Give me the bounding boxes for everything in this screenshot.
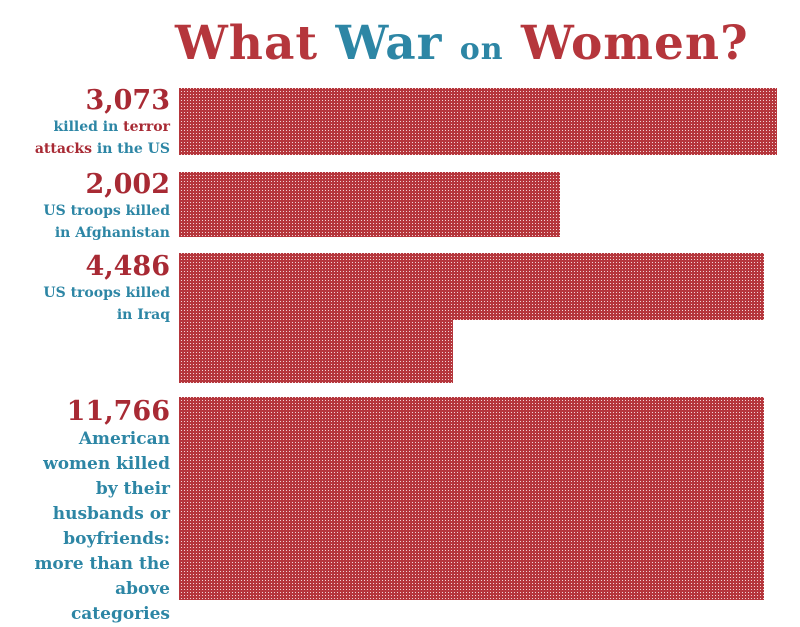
desc-text-highlight: attacks xyxy=(34,141,92,157)
desc-text: boyfriends: xyxy=(63,529,170,549)
value-label: 4,486 xyxy=(85,251,170,282)
desc-text: US troops killed xyxy=(43,203,170,219)
desc-text-highlight: terror xyxy=(123,119,170,135)
label-terror-attacks: 3,073 killed in terror attacks in the US xyxy=(0,86,170,160)
desc-text: in the US xyxy=(96,141,170,157)
pictogram-bar-chart xyxy=(179,88,777,600)
bar-3-remainder xyxy=(179,320,453,383)
desc-text: husbands or xyxy=(52,504,170,524)
title-women: Women? xyxy=(521,16,749,71)
desc-text: American xyxy=(78,429,170,449)
desc-text: categories xyxy=(70,604,170,624)
bar-2 xyxy=(179,172,560,237)
desc-text: in Iraq xyxy=(116,307,170,323)
label-iraq: 4,486 US troops killed in Iraq xyxy=(0,252,170,326)
title-war: War xyxy=(335,16,443,71)
title-what: What xyxy=(175,16,319,71)
label-women-killed: 11,766 American women killed by their hu… xyxy=(0,397,170,627)
bar-1 xyxy=(179,88,777,155)
desc-text: by their xyxy=(95,479,170,499)
value-label: 2,002 xyxy=(85,169,170,200)
title-on: on xyxy=(459,32,504,67)
desc-text: in Afghanistan xyxy=(54,225,170,241)
value-label: 3,073 xyxy=(85,85,170,116)
bar-3 xyxy=(179,253,764,320)
value-label: 11,766 xyxy=(66,396,170,427)
desc-text: killed in xyxy=(53,119,119,135)
desc-text: US troops killed xyxy=(43,285,170,301)
bar-4 xyxy=(179,397,764,600)
desc-text: more than the xyxy=(34,554,170,574)
desc-text: women killed xyxy=(43,454,170,474)
desc-text: above xyxy=(115,579,170,599)
chart-title: What War on Women? xyxy=(175,14,785,74)
label-afghanistan: 2,002 US troops killed in Afghanistan xyxy=(0,170,170,244)
